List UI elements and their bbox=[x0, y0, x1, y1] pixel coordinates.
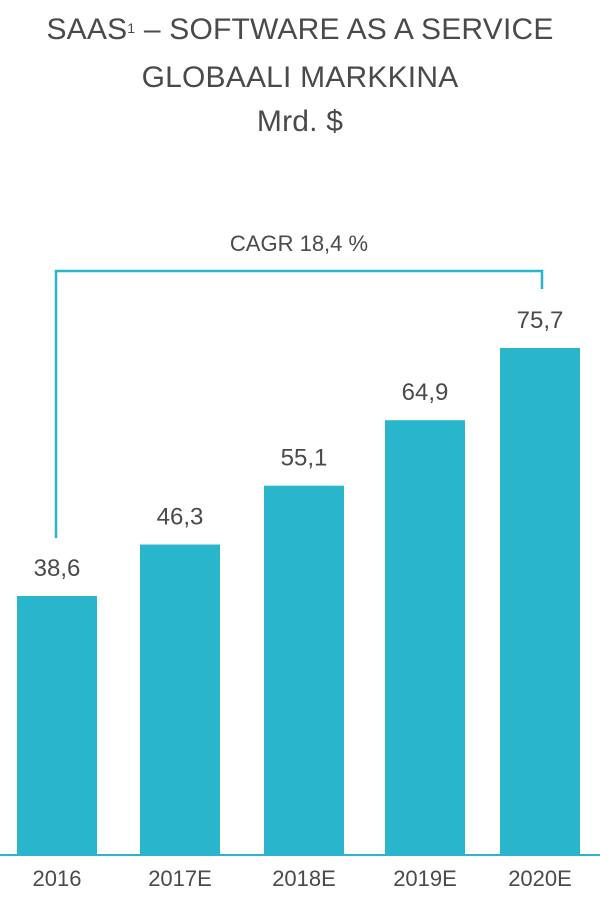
category-label-2019e: 2019E bbox=[393, 866, 457, 891]
bar-2016 bbox=[17, 595, 97, 854]
chart-title: SAAS1 – SOFTWARE AS A SERVICE GLOBAALI M… bbox=[0, 8, 600, 144]
value-label-2020e: 75,7 bbox=[517, 307, 564, 334]
cagr-label: CAGR 18,4 % bbox=[230, 231, 368, 256]
category-label-2016: 2016 bbox=[33, 866, 82, 891]
cagr-bracket bbox=[54, 269, 544, 538]
title-footnote-mark: 1 bbox=[127, 20, 136, 36]
bar-2017e bbox=[140, 544, 220, 854]
bar-2018e bbox=[264, 485, 344, 854]
title-main: SAAS bbox=[46, 13, 128, 46]
title-unit: Mrd. $ bbox=[256, 105, 344, 138]
category-labels: 2016 2017E 2018E 2019E 2020E bbox=[33, 866, 572, 891]
value-label-2018e: 55,1 bbox=[281, 445, 328, 472]
cagr-annotation: CAGR 18,4 % bbox=[54, 231, 544, 538]
category-label-2018e: 2018E bbox=[272, 866, 336, 891]
title-line-2: GLOBAALI MARKKINA bbox=[141, 61, 459, 94]
bars bbox=[17, 348, 580, 854]
bar-2020e bbox=[500, 348, 580, 854]
title-line-1: SAAS1 – SOFTWARE AS A SERVICE bbox=[0, 8, 600, 56]
value-label-2017e: 46,3 bbox=[157, 504, 204, 531]
title-rest: – SOFTWARE AS A SERVICE bbox=[135, 13, 554, 46]
value-label-2019e: 64,9 bbox=[402, 379, 449, 406]
value-label-2016: 38,6 bbox=[34, 555, 81, 582]
value-labels: 38,6 46,3 55,1 64,9 75,7 bbox=[34, 307, 564, 582]
category-label-2017e: 2017E bbox=[148, 866, 212, 891]
category-label-2020e: 2020E bbox=[508, 866, 572, 891]
bar-2019e bbox=[385, 420, 465, 854]
